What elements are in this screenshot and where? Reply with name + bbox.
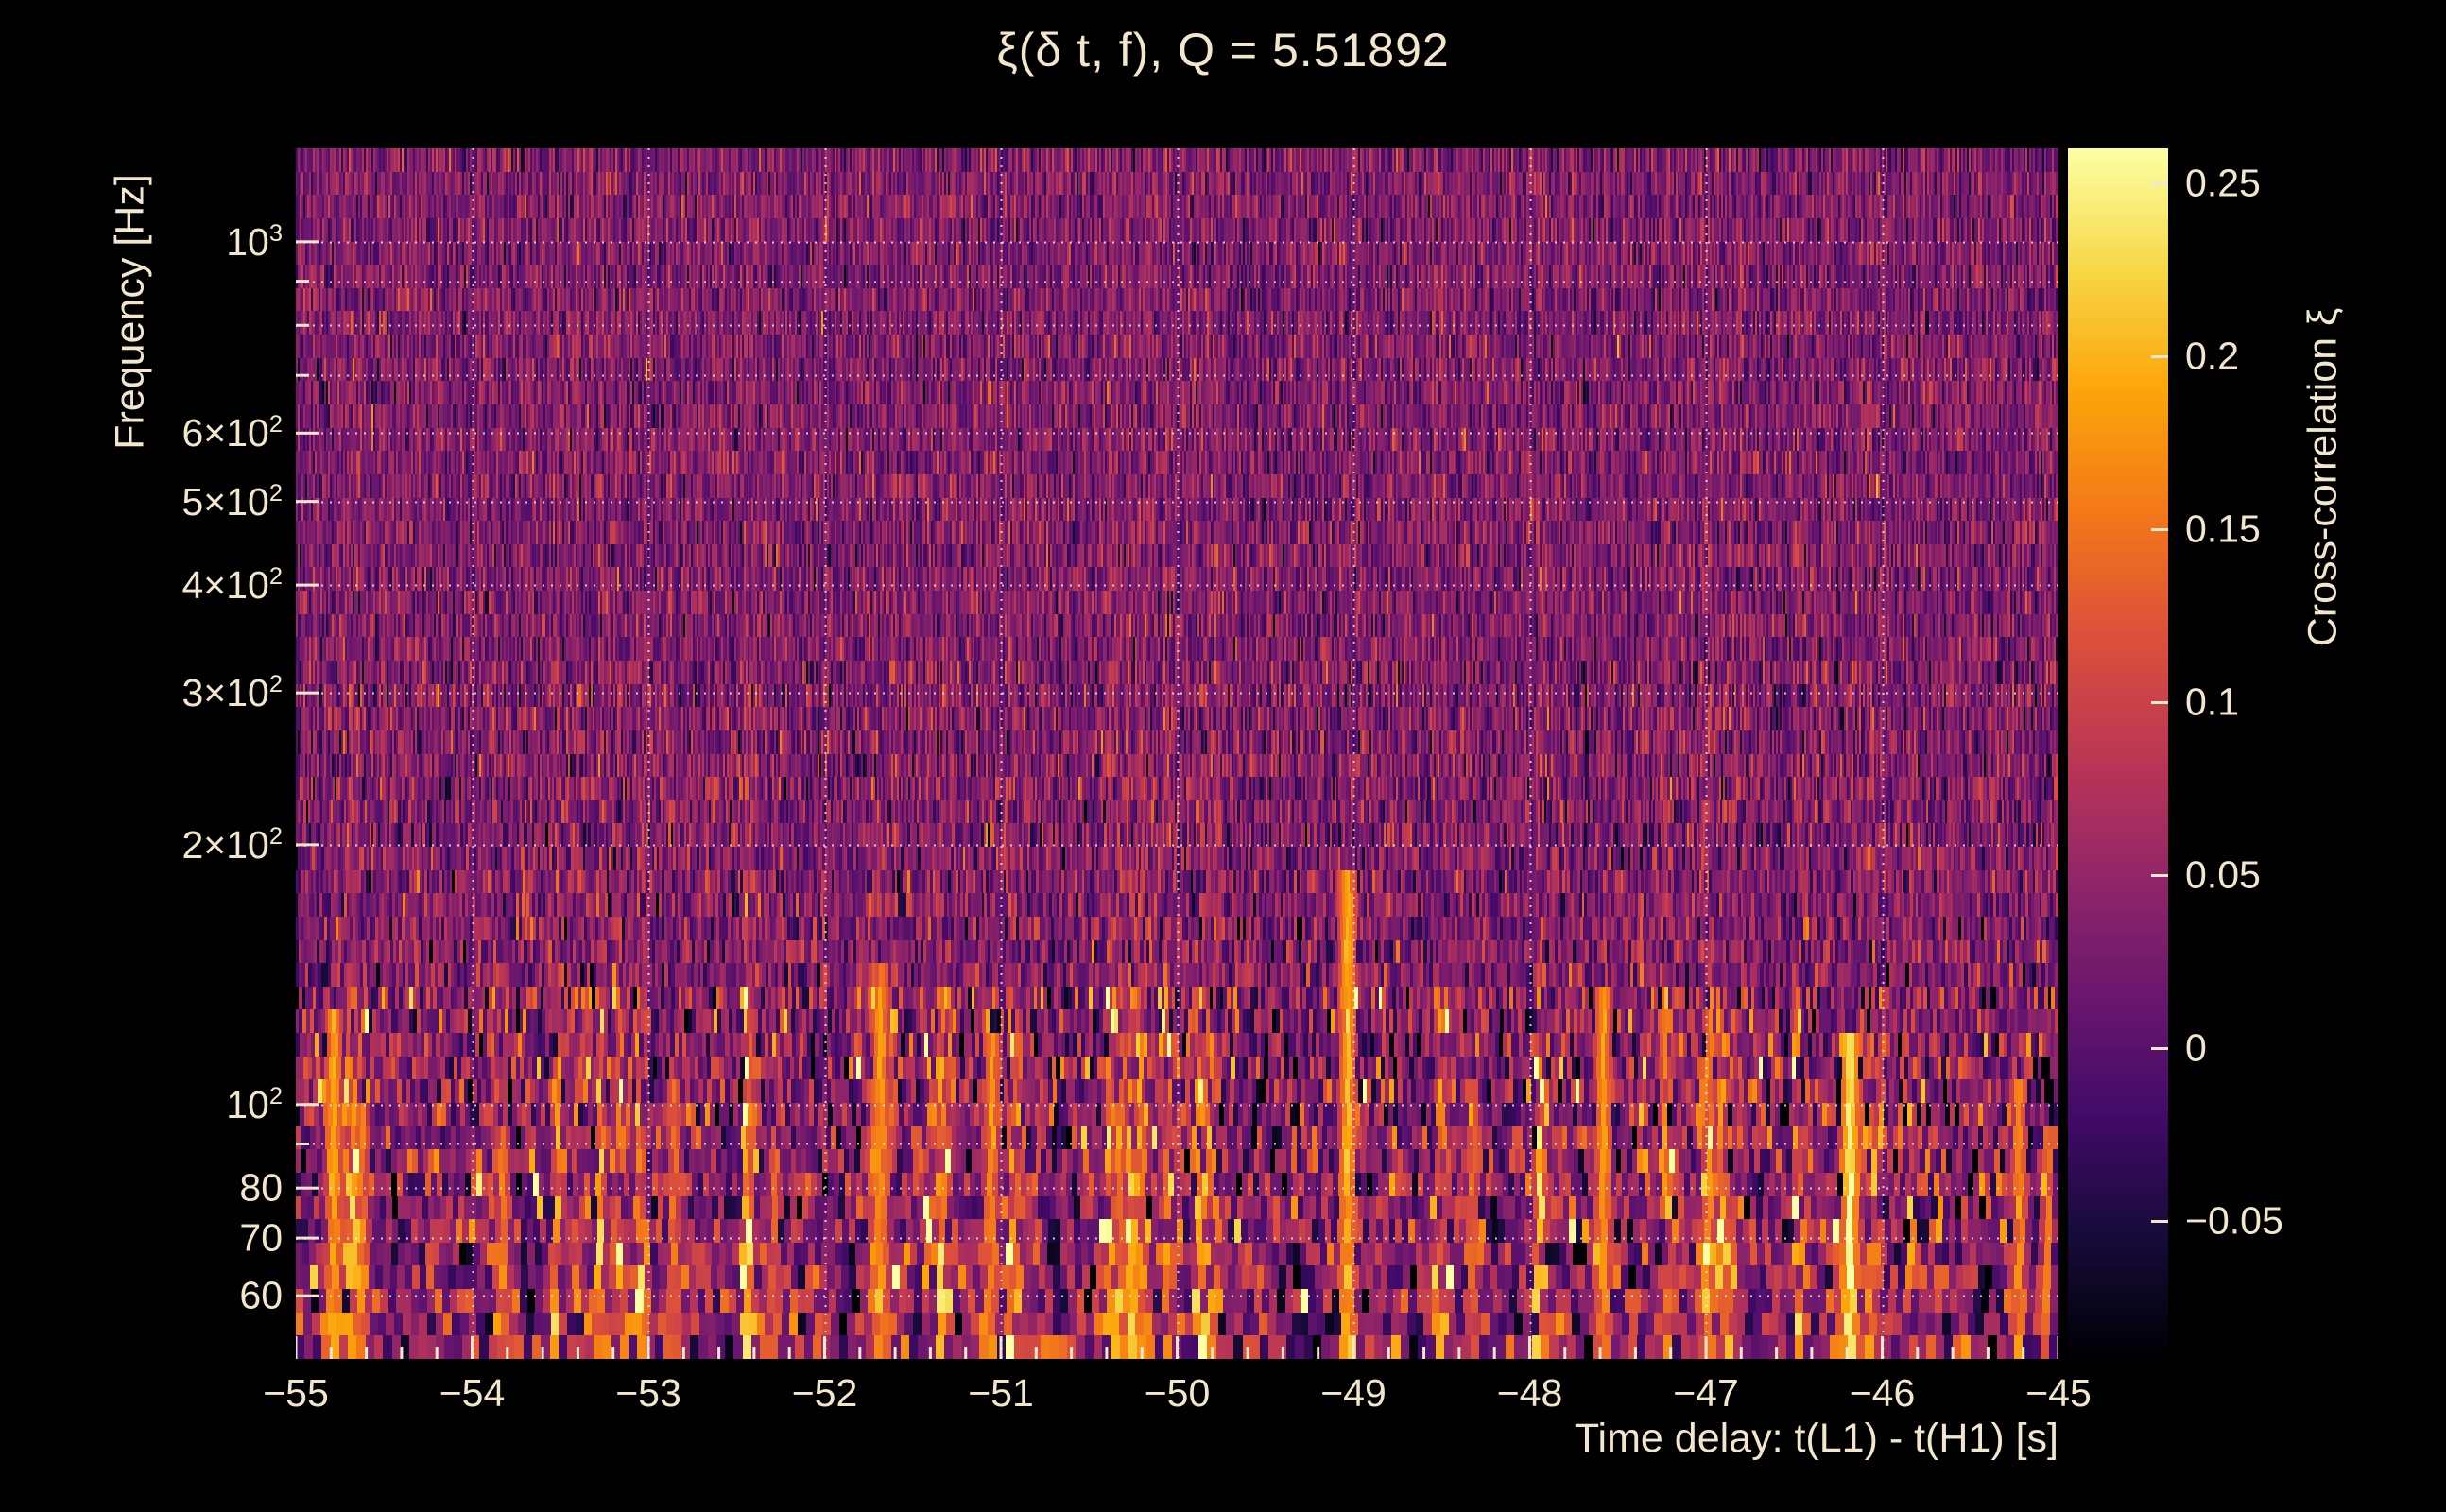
colorbar-tick-label: 0.2	[2185, 334, 2239, 378]
x-tick-label: −53	[615, 1371, 681, 1415]
grid-overlay-canvas	[296, 148, 2058, 1359]
y-tick-label: 60	[239, 1273, 283, 1317]
y-tick-label: 70	[239, 1215, 283, 1260]
y-tick-label: 102	[226, 1082, 283, 1126]
x-tick-label: −47	[1673, 1371, 1739, 1415]
colorbar-tick-label: 0.25	[2185, 161, 2261, 205]
x-tick-label: −52	[791, 1371, 858, 1415]
y-tick-label: 2×102	[181, 822, 284, 867]
colorbar-tick-label: 0.15	[2185, 507, 2261, 551]
colorbar-tick-label: 0.05	[2185, 852, 2261, 897]
x-tick-label: −48	[1496, 1371, 1563, 1415]
x-tick-label: −49	[1320, 1371, 1387, 1415]
y-tick-label: 3×102	[181, 670, 284, 714]
colorbar-title: Cross-correlation ξ	[2300, 307, 2346, 647]
x-tick-label: −46	[1849, 1371, 1916, 1415]
x-tick-label: −50	[1144, 1371, 1211, 1415]
y-tick-label: 6×102	[181, 411, 284, 455]
x-tick-label: −51	[968, 1371, 1034, 1415]
y-axis-title: Frequency [Hz]	[107, 174, 153, 450]
y-tick-label: 5×102	[181, 479, 284, 524]
x-axis-title: Time delay: t(L1) - t(H1) [s]	[1574, 1416, 2058, 1461]
x-tick-label: −55	[263, 1371, 329, 1415]
colorbar-tick-label: 0.1	[2185, 679, 2239, 724]
chart-title: ξ(δ t, f), Q = 5.51892	[996, 24, 1450, 77]
x-tick-label: −45	[2025, 1371, 2092, 1415]
colorbar-canvas	[2068, 148, 2168, 1359]
colorbar-tick-label: 0	[2185, 1025, 2207, 1070]
y-tick-label: 80	[239, 1165, 283, 1210]
colorbar-tick-label: −0.05	[2185, 1198, 2283, 1243]
y-tick-label: 4×102	[181, 562, 284, 607]
y-tick-label: 103	[226, 219, 283, 264]
x-tick-label: −54	[439, 1371, 506, 1415]
